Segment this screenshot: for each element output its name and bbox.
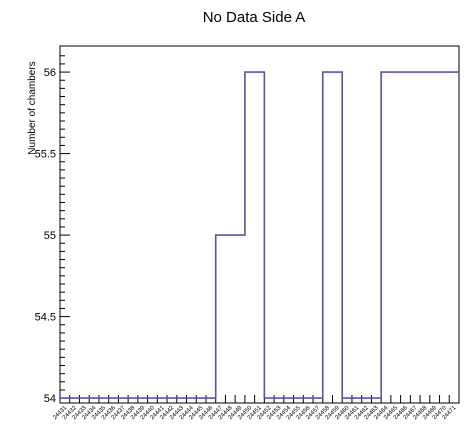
y-tick-label: 55.5 [35,149,56,161]
series-line [60,71,459,399]
y-tick-label: 56 [44,67,56,79]
y-tick-label: 55 [44,230,56,242]
x-axis: 2443124432244332443424435244362443724438… [52,395,460,421]
plot-frame [59,45,460,404]
y-tick-label: 54 [44,393,56,405]
y-axis-label: Number of chambers [27,61,38,154]
y-axis: 54 54.5 55 55.5 56 [35,55,70,405]
y-tick-label: 54.5 [35,312,56,324]
chart-title: No Data Side A [203,9,306,26]
